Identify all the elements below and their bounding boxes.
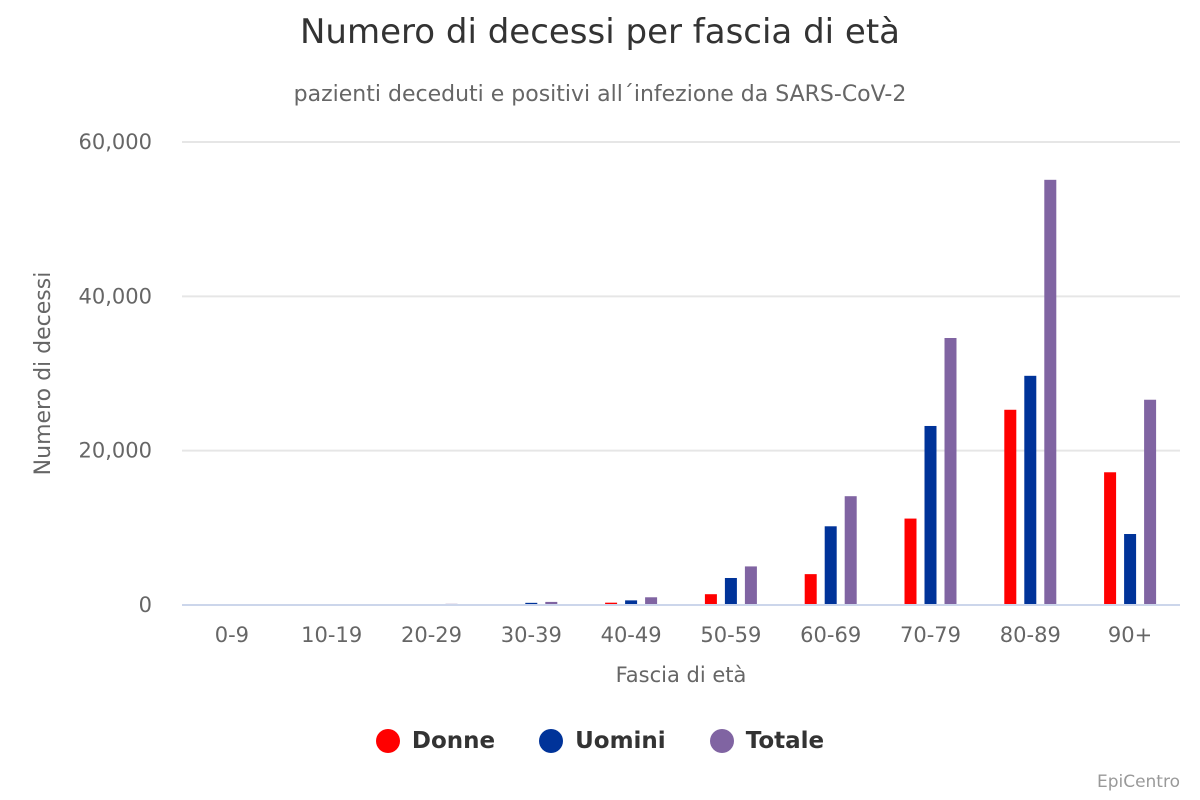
chart-subtitle: pazienti deceduti e positivi all´infezio… xyxy=(293,82,907,107)
y-tick-label: 0 xyxy=(139,593,152,617)
bar-totale-80-89[interactable] xyxy=(1044,179,1057,606)
bar-chart: 0 20,000 40,000 60,000 0-9 10-19 20-29 30-39 40… xyxy=(31,130,1180,687)
x-tick-label: 60-69 xyxy=(800,623,861,647)
bar-totale-70-79[interactable] xyxy=(944,338,957,605)
bar-donne-50-59[interactable] xyxy=(704,594,717,605)
x-axis-ticks: 0-9 10-19 20-29 30-39 40-49 50-59 60-69 70-79 80… xyxy=(215,623,1153,647)
bar-uomini-80-89[interactable] xyxy=(1024,375,1037,605)
x-tick-label: 30-39 xyxy=(501,623,562,647)
legend-item-donne[interactable]: Donne xyxy=(375,728,496,754)
bar-uomini-60-69[interactable] xyxy=(824,526,837,605)
bars xyxy=(205,179,1157,606)
legend-label-totale: Totale xyxy=(745,728,825,754)
bar-uomini-70-79[interactable] xyxy=(924,425,937,605)
x-tick-label: 80-89 xyxy=(1000,623,1061,647)
bar-totale-40-49[interactable] xyxy=(645,597,658,605)
legend-label-donne: Donne xyxy=(411,728,496,754)
bar-uomini-90+[interactable] xyxy=(1124,534,1137,605)
x-tick-label: 90+ xyxy=(1108,623,1152,647)
legend-marker-donne xyxy=(375,729,400,753)
legend-label-uomini: Uomini xyxy=(575,728,666,754)
bar-totale-30-39[interactable] xyxy=(545,601,558,605)
bar-uomini-50-59[interactable] xyxy=(724,577,737,605)
bar-totale-60-69[interactable] xyxy=(844,496,857,605)
bar-uomini-40-49[interactable] xyxy=(625,600,638,605)
legend-item-totale[interactable]: Totale xyxy=(709,728,825,754)
x-tick-label: 0-9 xyxy=(215,623,249,647)
x-tick-label: 40-49 xyxy=(601,623,662,647)
x-tick-label: 50-59 xyxy=(700,623,761,647)
y-tick-label: 20,000 xyxy=(79,439,152,463)
y-tick-label: 40,000 xyxy=(79,284,152,308)
y-axis-ticks: 0 20,000 40,000 60,000 xyxy=(79,130,152,617)
chart-title: Numero di decessi per fascia di età xyxy=(300,12,900,52)
x-tick-label: 10-19 xyxy=(301,623,362,647)
legend-item-uomini[interactable]: Uomini xyxy=(539,728,666,754)
bar-donne-80-89[interactable] xyxy=(1004,409,1017,605)
bar-donne-90+[interactable] xyxy=(1104,472,1117,605)
bar-totale-50-59[interactable] xyxy=(744,566,757,605)
bar-donne-70-79[interactable] xyxy=(904,518,917,605)
credit-text[interactable]: EpiCentro xyxy=(1096,772,1180,792)
legend-marker-totale xyxy=(709,729,734,753)
bar-totale-90+[interactable] xyxy=(1144,399,1157,605)
legend-marker-uomini xyxy=(539,729,564,753)
x-tick-label: 20-29 xyxy=(401,623,462,647)
y-axis-label: Numero di decessi xyxy=(31,272,56,476)
bar-donne-40-49[interactable] xyxy=(605,602,618,605)
x-tick-label: 70-79 xyxy=(900,623,961,647)
y-tick-label: 60,000 xyxy=(79,130,152,154)
bar-uomini-30-39[interactable] xyxy=(525,602,538,605)
bar-donne-60-69[interactable] xyxy=(804,574,817,605)
legend: Donne Uomini Totale xyxy=(0,728,1200,754)
x-axis-label: Fascia di età xyxy=(616,663,747,687)
